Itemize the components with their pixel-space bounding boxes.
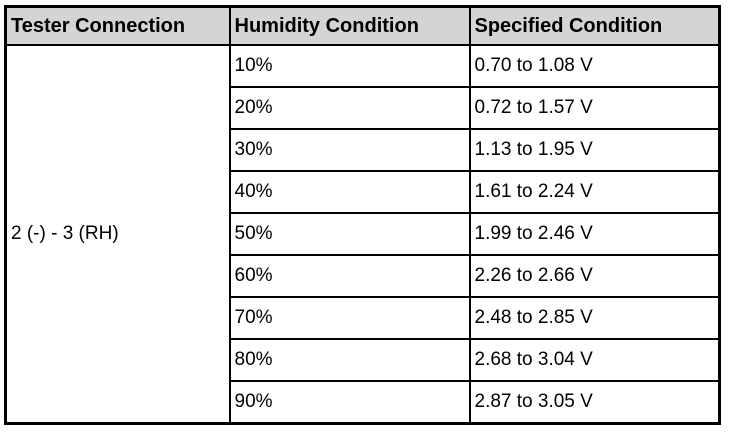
table-row: 2 (-) - 3 (RH) 10% 0.70 to 1.08 V [4,44,721,425]
spec-table: Tester Connection Humidity Condition Speci… [4,5,721,425]
table-row: 20% 0.72 to 1.57 V [6,86,721,130]
table-row: 70% 2.48 to 2.85 V [6,296,721,340]
humidity-cell: 10% [228,44,471,88]
humidity-cell: 40% [228,170,471,214]
humidity-cell: 90% [228,380,471,425]
humidity-cell: 80% [228,338,471,382]
table-row: 80% 2.68 to 3.04 V [6,338,721,382]
table-row: 90% 2.87 to 3.05 V [6,380,721,425]
humidity-cell: 60% [228,254,471,298]
table-row: 30% 1.13 to 1.95 V [6,128,721,172]
spec-cell: 1.99 to 2.46 V [468,212,721,256]
table-row: 50% 1.99 to 2.46 V [6,212,721,256]
connection-cell: 2 (-) - 3 (RH) [4,44,231,425]
humidity-cell: 70% [228,296,471,340]
table-row: 40% 1.61 to 2.24 V [6,170,721,214]
table-container: Tester Connection Humidity Condition Speci… [4,5,721,425]
humidity-cell: 50% [228,212,471,256]
spec-cell: 2.26 to 2.66 V [468,254,721,298]
spec-cell: 0.70 to 1.08 V [468,44,721,88]
header-cell: Specified Condition [468,5,721,46]
header-cell: Humidity Condition [228,5,471,46]
table-body: 2 (-) - 3 (RH) 10% 0.70 to 1.08 V 20% 0.72 t… [4,44,721,425]
spec-cell: 0.72 to 1.57 V [468,86,721,130]
spec-cell: 1.61 to 2.24 V [468,170,721,214]
humidity-cell: 30% [228,128,471,172]
spec-cell: 1.13 to 1.95 V [468,128,721,172]
humidity-cell: 20% [228,86,471,130]
spec-cell: 2.48 to 2.85 V [468,296,721,340]
header-row: Tester Connection Humidity Condition Speci… [4,5,721,46]
spec-cell: 2.68 to 3.04 V [468,338,721,382]
table-row: 60% 2.26 to 2.66 V [6,254,721,298]
header-cell: Tester Connection [4,5,231,46]
spec-cell: 2.87 to 3.05 V [468,380,721,425]
